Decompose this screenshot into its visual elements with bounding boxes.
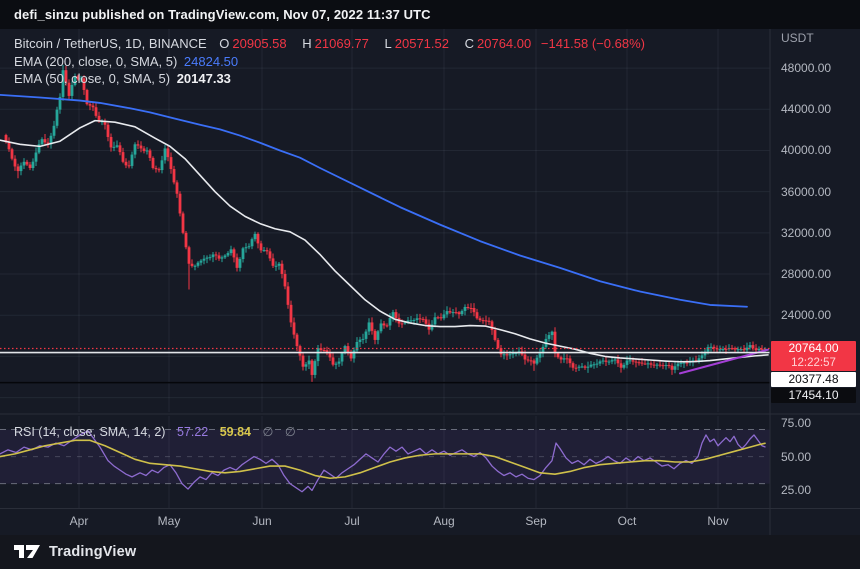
rsi-legend-row[interactable]: RSI (14, close, SMA, 14, 2) 57.22 59.84 … <box>14 424 296 439</box>
price-tick-label: 32000.00 <box>781 225 832 240</box>
ohlc-close-value: 20764.00 <box>477 36 532 51</box>
ema200-value: 24824.50 <box>183 54 239 69</box>
month-label-may: May <box>157 514 181 528</box>
quote-currency-label: USDT <box>781 31 814 45</box>
price-tick-label: 48000.00 <box>781 61 832 76</box>
rsi-value: 57.22 <box>176 425 209 439</box>
hline-price-badge-white: 20377.48 <box>771 371 856 387</box>
ema200-label: EMA (200, close, 0, SMA, 5) <box>14 54 178 69</box>
price-tick-label: 36000.00 <box>781 184 832 199</box>
hline-price-badge-black: 17454.10 <box>771 387 856 403</box>
ema50-legend-row[interactable]: EMA (50, close, 0, SMA, 5) 20147.33 <box>14 71 234 86</box>
ohlc-high-label: H <box>302 36 312 51</box>
ema50-value: 20147.33 <box>176 71 231 86</box>
ohlc-high-value: 21069.77 <box>314 36 369 51</box>
ema50-label: EMA (50, close, 0, SMA, 5) <box>14 71 171 86</box>
ohlc-low-label: L <box>384 36 392 51</box>
month-label-sep: Sep <box>525 514 547 528</box>
month-label-apr: Apr <box>69 514 89 528</box>
last-price-badge: 20764.00 12:22:57 <box>771 340 856 371</box>
price-tick-label: 28000.00 <box>781 267 832 282</box>
change-value: −141.58 (−0.68%) <box>540 36 645 51</box>
rsi-empty-value-2: ∅ <box>284 425 296 439</box>
footer-bar: TradingView <box>0 535 860 569</box>
ohlc-low-value: 20571.52 <box>394 36 449 51</box>
ohlc-close-label: C <box>464 36 475 51</box>
month-label-jun: Jun <box>252 514 272 528</box>
bar-countdown: 12:22:57 <box>791 356 836 369</box>
price-tick-label: 40000.00 <box>781 143 832 158</box>
tradingview-brand-text[interactable]: TradingView <box>49 544 137 560</box>
publish-banner-text: defi_sinzu published on TradingView.com,… <box>14 7 431 22</box>
ohlc-open-label: O <box>219 36 230 51</box>
rsi-tick-label: 50.00 <box>781 449 812 464</box>
month-label-oct: Oct <box>617 514 637 528</box>
symbol-legend-row[interactable]: Bitcoin / TetherUS, 1D, BINANCE O 20905.5… <box>14 36 648 51</box>
rsi-tick-label: 75.00 <box>781 415 812 430</box>
month-label-jul: Jul <box>344 514 360 528</box>
last-price-value: 20764.00 <box>788 340 839 355</box>
rsi-sma-value: 59.84 <box>219 425 251 439</box>
ohlc-open-value: 20905.58 <box>232 36 287 51</box>
price-tick-label: 44000.00 <box>781 102 832 117</box>
tradingview-logo-icon[interactable] <box>14 544 41 560</box>
rsi-empty-value-1: ∅ <box>262 425 274 439</box>
month-label-aug: Aug <box>433 514 455 528</box>
publish-banner: defi_sinzu published on TradingView.com,… <box>0 0 860 29</box>
rsi-tick-label: 25.00 <box>781 483 812 498</box>
month-label-nov: Nov <box>707 514 729 528</box>
ema200-legend-row[interactable]: EMA (200, close, 0, SMA, 5) 24824.50 <box>14 54 241 69</box>
time-axis[interactable] <box>0 508 860 535</box>
symbol-title: Bitcoin / TetherUS, 1D, BINANCE <box>14 36 207 51</box>
price-tick-label: 24000.00 <box>781 308 832 323</box>
rsi-label: RSI (14, close, SMA, 14, 2) <box>14 425 166 439</box>
